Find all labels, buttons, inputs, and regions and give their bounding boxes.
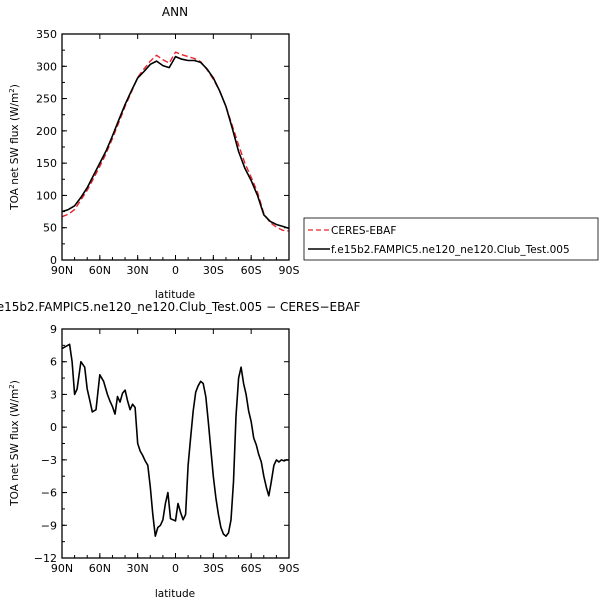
- top-x-tick-label: 90N: [51, 264, 73, 277]
- top-plot-frame: [61, 33, 290, 261]
- top-y-tick-label: 200: [36, 125, 57, 138]
- bottom-x-tick-label: 30S: [203, 562, 224, 575]
- top-y-axis-label-sup: 2: [8, 88, 16, 92]
- top-x-tick-label: 0: [172, 264, 179, 277]
- bottom-y-tick-label: −12: [34, 552, 57, 565]
- bottom-y-tick-label: 6: [50, 356, 57, 369]
- bottom-series-line-difference: [61, 343, 289, 538]
- legend-label-model: f.e15b2.FAMPIC5.ne120_ne120.Club_Test.00…: [331, 244, 570, 256]
- top-x-axis-label: latitude: [155, 289, 195, 301]
- top-chart-title: ANN: [162, 5, 188, 19]
- top-y-tick-label: 100: [36, 189, 57, 202]
- legend-box: [303, 217, 599, 261]
- bottom-x-tick-label: 0: [172, 562, 179, 575]
- top-series-lines: [61, 51, 290, 232]
- top-y-tick-label: 350: [36, 28, 57, 41]
- top-y-tick-label: 250: [36, 93, 57, 106]
- bottom-x-tick-label: 60N: [89, 562, 111, 575]
- bottom-plot-frame: [61, 328, 290, 559]
- top-y-tick-label: 300: [36, 60, 57, 73]
- bottom-y-axis-label-close: ): [9, 380, 21, 384]
- top-y-axis-label: TOA net SW flux (W/m2): [8, 84, 21, 211]
- bottom-y-tick-label: −3: [41, 454, 57, 467]
- bottom-y-axis-label-text: TOA net SW flux (W/m: [9, 389, 21, 507]
- top-y-tick-label: 50: [43, 222, 57, 235]
- bottom-chart-panel: f.e15b2.FAMPIC5.ne120_ne120.Club_Test.00…: [0, 300, 361, 600]
- bottom-x-tick-label: 90S: [279, 562, 300, 575]
- bottom-x-tick-label: 90N: [51, 562, 73, 575]
- top-series-line-f-e15b2-fampic5-ne120-ne120-club-test-005: [61, 55, 290, 230]
- top-x-tick-label: 30N: [127, 264, 149, 277]
- bottom-x-axis-label: latitude: [155, 588, 195, 600]
- top-x-tick-label: 60N: [89, 264, 111, 277]
- top-y-tick-label: 150: [36, 157, 57, 170]
- top-series-line-ceres-ebaf: [61, 51, 290, 232]
- bottom-y-tick-label: 0: [50, 421, 57, 434]
- bottom-y-axis-label-sup: 2: [8, 384, 16, 388]
- top-y-axis-label-close: ): [9, 84, 21, 88]
- legend-label-ceres: CERES-EBAF: [331, 225, 396, 237]
- top-x-tick-label: 90S: [279, 264, 300, 277]
- top-y-tick-label: 0: [50, 254, 57, 267]
- bottom-ticks: 90N 60N 30N 0 30S 60S 90S −12 −9 −6 −3 0 3 6 9: [34, 323, 300, 575]
- bottom-y-tick-label: 9: [50, 323, 57, 336]
- legend: CERES-EBAF f.e15b2.FAMPIC5.ne120_ne120.C…: [303, 217, 599, 261]
- bottom-y-tick-label: −9: [41, 519, 57, 532]
- bottom-y-tick-label: 3: [50, 388, 57, 401]
- bottom-x-tick-label: 60S: [241, 562, 262, 575]
- top-x-tick-label: 60S: [241, 264, 262, 277]
- bottom-series-lines: [61, 343, 289, 538]
- bottom-x-tick-label: 30N: [127, 562, 149, 575]
- top-y-axis-label-text: TOA net SW flux (W/m: [9, 93, 21, 211]
- top-ticks: 90N 60N 30N 0 30S 60S 90S 0 50 100 150 200 250 300 350: [36, 28, 300, 277]
- top-x-tick-label: 30S: [203, 264, 224, 277]
- top-chart-panel: ANN 90N 60N 30N 0 30S 60S 90S 0 50 100 150 200 250 30…: [8, 5, 300, 301]
- bottom-y-axis-label: TOA net SW flux (W/m2): [8, 380, 21, 507]
- bottom-y-tick-label: −6: [41, 487, 57, 500]
- bottom-chart-title: f.e15b2.FAMPIC5.ne120_ne120.Club_Test.00…: [0, 300, 361, 314]
